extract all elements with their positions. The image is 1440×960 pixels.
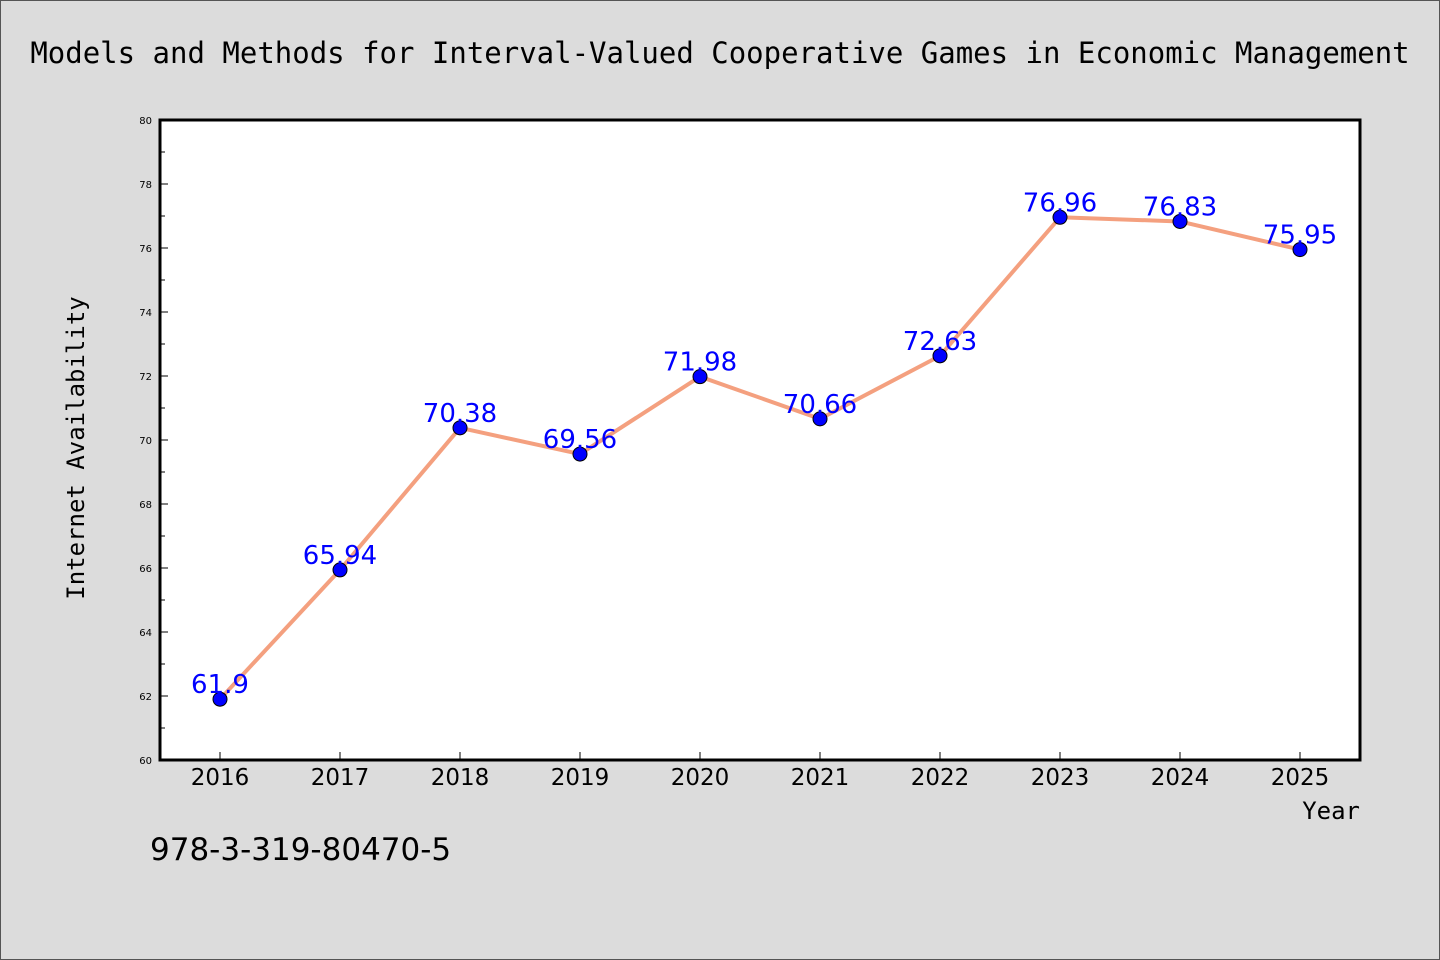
data-point — [332, 562, 348, 578]
data-label: 65.94 — [303, 541, 377, 571]
data-point — [212, 691, 228, 707]
y-tick-label: 68 — [139, 500, 152, 511]
series-line — [218, 215, 1302, 702]
data-point — [452, 420, 468, 436]
y-tick-label: 66 — [139, 564, 152, 575]
data-point — [692, 369, 708, 385]
y-tick-label: 72 — [139, 372, 152, 383]
data-point — [1052, 209, 1068, 225]
data-label: 72.63 — [903, 327, 977, 357]
y-tick-label: 70 — [139, 436, 152, 447]
x-tick-label: 2016 — [191, 765, 250, 791]
data-label: 76.96 — [1023, 188, 1097, 218]
y-tick-label: 60 — [139, 756, 152, 767]
data-label: 76.83 — [1143, 192, 1217, 222]
data-label: 70.38 — [423, 399, 497, 429]
plot-frame — [158, 118, 1362, 762]
x-tick-label: 2023 — [1031, 765, 1090, 791]
data-label: 75.95 — [1263, 221, 1337, 251]
x-tick-label: 2025 — [1271, 765, 1330, 791]
data-point — [1172, 213, 1188, 229]
data-point — [812, 411, 828, 427]
plot-area: 60 62 64 66 68 70 72 74 76 78 80 2016 2017 2018 2019 20… — [139, 116, 1362, 791]
x-tick-label: 2024 — [1151, 765, 1210, 791]
x-tick-label: 2022 — [911, 765, 970, 791]
y-tick-label: 76 — [139, 244, 152, 255]
data-point — [572, 446, 588, 462]
isbn-text: 978-3-319-80470-5 — [150, 832, 452, 868]
x-tick-label: 2021 — [791, 765, 850, 791]
data-point — [1292, 242, 1308, 258]
data-point — [932, 348, 948, 364]
data-label: 71.98 — [663, 348, 737, 378]
x-tick-label: 2020 — [671, 765, 730, 791]
x-axis-title: Year — [1302, 797, 1360, 825]
x-tick-label: 2019 — [551, 765, 610, 791]
y-tick-label: 78 — [139, 180, 152, 191]
y-tick-label: 62 — [139, 692, 152, 703]
data-label: 61.9 — [191, 670, 249, 700]
chart-title: Models and Methods for Interval-Valued C… — [30, 36, 1409, 70]
y-tick-label: 74 — [139, 308, 152, 319]
data-label: 69.56 — [543, 425, 617, 455]
x-tick-label: 2017 — [311, 765, 370, 791]
y-tick-label: 64 — [139, 628, 152, 639]
y-axis-title: Internet Availability — [62, 296, 90, 599]
data-label: 70.66 — [783, 390, 857, 420]
y-tick-label: 80 — [139, 116, 152, 127]
x-tick-label: 2018 — [431, 765, 490, 791]
